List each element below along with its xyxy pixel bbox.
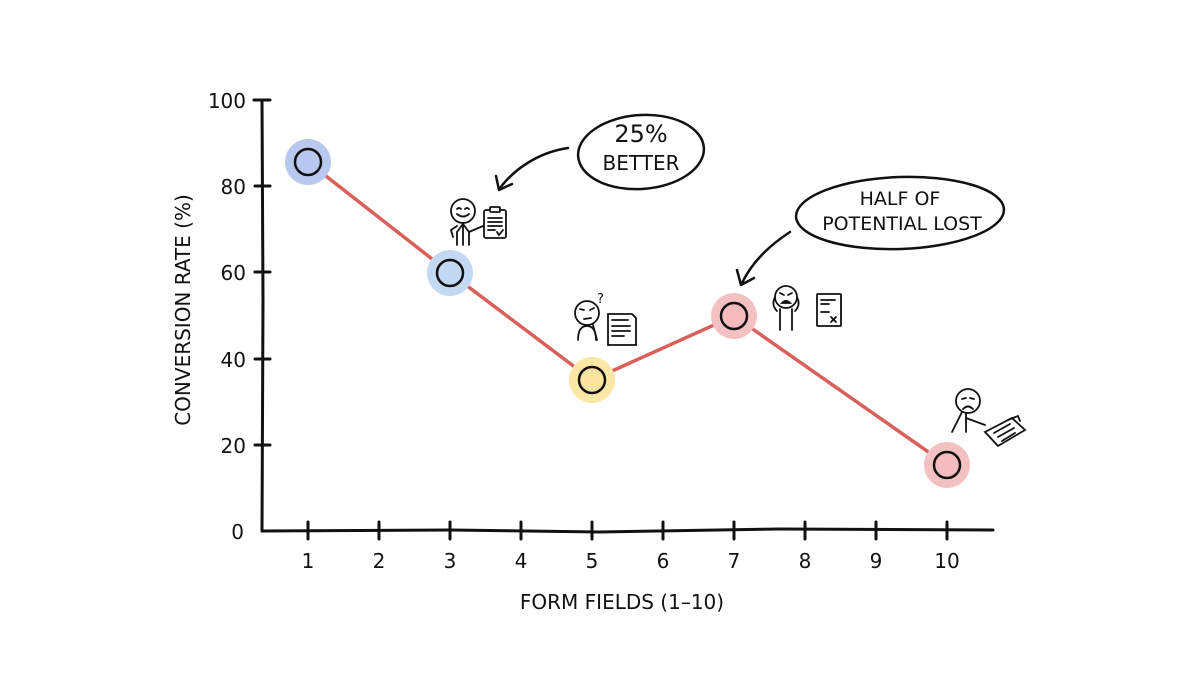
frustrated-person-form-icon [772, 285, 842, 331]
confused-person-document-icon: ? [574, 292, 637, 346]
arrowhead-icon [735, 268, 756, 287]
happy-person-clipboard-icon [449, 198, 507, 246]
x-axis-line [260, 527, 995, 534]
y-tick-label: 100 [208, 89, 246, 113]
x-tick-label: 3 [444, 549, 457, 573]
callout-arrow [740, 230, 792, 285]
arrowhead-icon [494, 174, 514, 192]
x-tick-label: 8 [799, 549, 812, 573]
callout-arrow [498, 146, 570, 190]
sad-person-clipboard-icon [951, 388, 1027, 448]
x-tick-label: 4 [515, 549, 528, 573]
x-axis-title: FORM FIELDS (1–10) [520, 590, 724, 614]
callout-text-line2: POTENTIAL LOST [822, 213, 982, 235]
data-point-7[interactable] [719, 301, 749, 331]
x-tick-label: 9 [870, 549, 883, 573]
data-point-10[interactable] [932, 450, 962, 480]
y-tick-labels: 100 80 60 40 20 0 [208, 89, 246, 544]
data-point-5[interactable] [577, 365, 607, 395]
callout-half-potential-lost: HALF OF POTENTIAL LOST [735, 175, 1006, 287]
callout-text-line1: HALF OF [860, 188, 941, 210]
callout-25-better: 25% BETTER [494, 113, 706, 192]
y-tick-label: 20 [221, 434, 246, 458]
callout-bubble [794, 175, 1006, 251]
x-tick-label: 2 [373, 549, 386, 573]
svg-text:?: ? [597, 292, 604, 307]
y-axis-line [260, 98, 265, 533]
x-tick-label: 7 [728, 549, 741, 573]
data-point-3[interactable] [435, 258, 465, 288]
x-tick-label: 10 [934, 549, 959, 573]
data-points [285, 139, 970, 488]
y-tick-label: 0 [231, 520, 244, 544]
callout-text-line1: 25% [614, 120, 667, 148]
callout-bubble [576, 113, 706, 191]
callout-text-line2: BETTER [603, 151, 680, 175]
y-tick-label: 80 [221, 175, 246, 199]
data-point-1[interactable] [293, 147, 323, 177]
x-tick-label: 5 [586, 549, 599, 573]
y-axis-title: CONVERSION RATE (%) [171, 194, 195, 426]
y-tick-label: 60 [221, 261, 246, 285]
axes [252, 98, 995, 541]
x-tick-label: 6 [657, 549, 670, 573]
y-tick-label: 40 [221, 348, 246, 372]
x-tick-labels: 1 2 3 4 5 6 7 8 9 10 [302, 549, 960, 573]
x-tick-label: 1 [302, 549, 315, 573]
